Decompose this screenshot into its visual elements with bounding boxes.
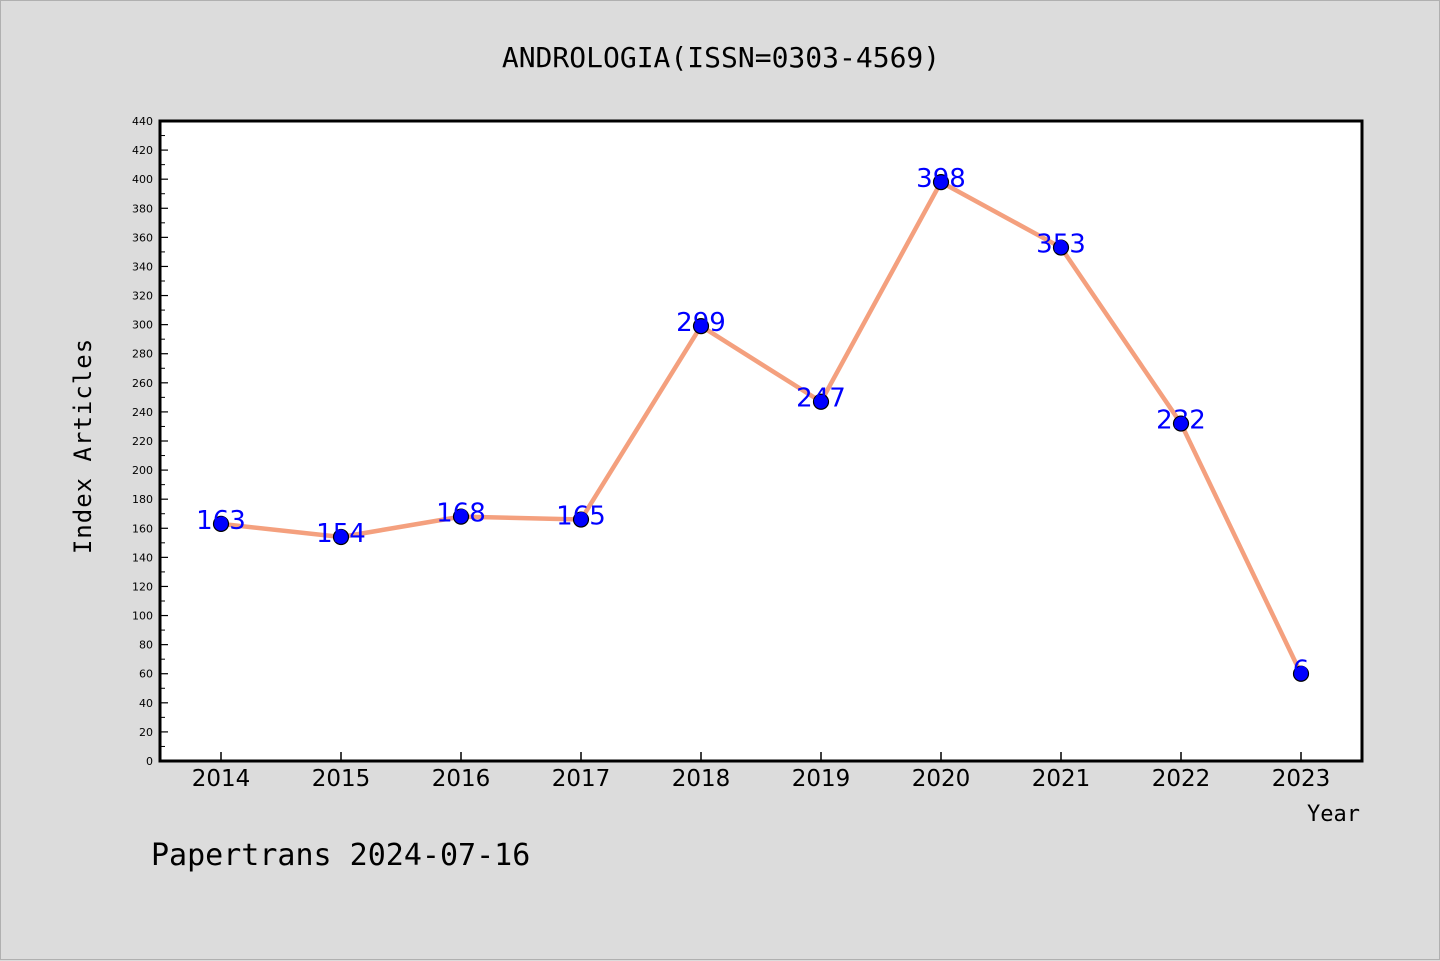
data-label: 154 (316, 519, 366, 549)
data-label: 165 (556, 502, 606, 532)
footer-source-date: Papertrans 2024-07-16 (151, 838, 530, 873)
y-tick-label: 60 (139, 668, 153, 681)
chart-title: ANDROLOGIA(ISSN=0303-4569) (502, 41, 940, 74)
y-tick-label: 380 (132, 202, 153, 215)
y-tick-label: 240 (132, 406, 153, 419)
data-label: 353 (1036, 230, 1086, 260)
y-tick-label: 440 (132, 115, 153, 128)
y-tick-label: 100 (132, 610, 153, 623)
data-point (1292, 665, 1310, 682)
y-tick-label: 180 (132, 493, 153, 506)
data-label: 168 (436, 499, 486, 529)
data-point (332, 528, 350, 546)
x-tick-label: 2014 (192, 766, 251, 792)
y-tick-label: 160 (132, 522, 153, 535)
x-axis: 2014 2015 2016 2017 2018 2019 2020 2021 2022 2023 (192, 752, 1331, 792)
y-tick-label: 120 (132, 580, 153, 593)
data-point (1172, 415, 1190, 432)
data-point (572, 511, 590, 528)
plot-area (158, 119, 1364, 763)
y-tick-label: 140 (132, 551, 153, 564)
x-tick-label: 2018 (672, 766, 731, 792)
x-tick-label: 2022 (1152, 766, 1211, 792)
y-tick-label: 80 (139, 639, 153, 652)
y-tick-label: 340 (132, 260, 153, 273)
y-tick-label: 300 (132, 319, 153, 332)
y-axis: 0 20 40 60 80 100 120 140 160 180 200 220 240 260 280 3… (132, 115, 168, 768)
data-label: 6 (1293, 656, 1310, 686)
data-point (212, 515, 230, 533)
data-point (1052, 239, 1070, 256)
y-tick-label: 200 (132, 464, 153, 477)
x-tick-label: 2016 (432, 766, 491, 792)
y-tick-label: 20 (139, 726, 153, 739)
data-point (932, 173, 950, 191)
data-label: 299 (676, 308, 726, 338)
y-tick-label: 280 (132, 348, 153, 361)
data-point (452, 508, 470, 525)
series-layer: 163 154 168 165 299 247 398 353 232 6 (196, 164, 1309, 686)
y-tick-label: 400 (132, 173, 153, 186)
data-label: 398 (916, 164, 966, 194)
y-axis-label: Index Articles (69, 338, 97, 554)
series-line (220, 179, 1304, 675)
data-label: 247 (796, 384, 846, 414)
x-tick-label: 2023 (1272, 766, 1331, 792)
data-point (692, 317, 710, 335)
data-label: 232 (1156, 406, 1206, 436)
x-tick-label: 2020 (912, 766, 971, 792)
x-tick-label: 2019 (792, 766, 851, 792)
x-tick-label: 2015 (312, 766, 371, 792)
y-tick-label: 260 (132, 377, 153, 390)
data-label: 163 (196, 506, 246, 536)
x-axis-label: Year (1307, 802, 1360, 827)
data-point (812, 393, 830, 410)
x-tick-label: 2021 (1032, 766, 1091, 792)
x-tick-label: 2017 (552, 766, 611, 792)
y-tick-label: 220 (132, 435, 153, 448)
y-tick-label: 420 (132, 144, 153, 157)
y-tick-label: 320 (132, 290, 153, 303)
y-tick-label: 40 (139, 697, 153, 710)
y-tick-label: 0 (146, 755, 153, 768)
y-tick-label: 360 (132, 231, 153, 244)
